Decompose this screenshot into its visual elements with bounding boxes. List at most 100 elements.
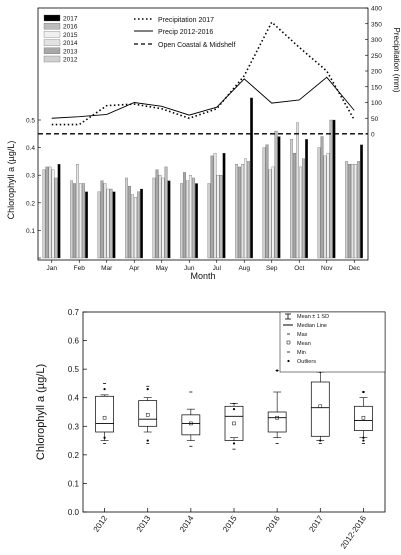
top-y2-tick-label-100: 100 (371, 100, 382, 107)
mean-marker-2013 (145, 413, 150, 417)
line-precipitation-2017 (51, 20, 355, 126)
bottom-x-tick-label-2014: 2014 (178, 514, 196, 534)
bar-2015-Feb (79, 183, 82, 259)
bar-2016-Mar (109, 188, 113, 259)
legend-mean-symbol (286, 340, 291, 345)
top-y2-axis-label: Precipitation (mm) (392, 28, 401, 93)
legend-swatch-2012 (43, 55, 61, 63)
top-x-axis-label: Month (190, 271, 215, 281)
legend-label-precip-2017: Precipitation 2017 (158, 17, 214, 24)
bar-2017-Jul (222, 152, 226, 259)
bottom-y-axis: 0.0 0.1 0.2 0.3 0.4 0.5 0.6 0.7 (68, 308, 87, 517)
bar-2017-Oct (305, 139, 308, 259)
bar-2016-Nov (329, 119, 333, 259)
mean-marker-2012-2016 (361, 415, 366, 420)
bar-2015-Nov (326, 152, 330, 259)
bottom-y-tick-label-0.4: 0.4 (68, 394, 80, 403)
bar-2012-Mar (97, 191, 101, 259)
bar-2015-Mar (106, 188, 110, 259)
outlier-2015-0 (232, 408, 236, 411)
bottom-y-tick-label-0.1: 0.1 (68, 479, 80, 488)
top-y2-tick-label-50: 50 (371, 116, 379, 123)
bottom-x-tick-label-2015: 2015 (221, 514, 239, 534)
bar-2017-Apr (140, 188, 143, 259)
bar-2013-Apr (128, 186, 131, 259)
top-y2-tick-label-350: 350 (371, 21, 382, 28)
bar-2014-Jul (213, 152, 217, 259)
bar-2012-Oct (290, 139, 293, 259)
bar-2016-Jul (219, 175, 223, 259)
line-legend: Precipitation 2017 Precip 2012-2016 Open… (134, 17, 235, 49)
bar-2014-Jun (186, 180, 189, 259)
bar-2013-Aug (238, 166, 241, 259)
bar-2016-Feb (82, 183, 85, 259)
top-x-axis: Jan Feb Mar Apr May Jun Jul Aug Sep Oct Nov Dec (47, 260, 361, 272)
bottom-y-tick-label-0.6: 0.6 (68, 337, 80, 346)
bottom-x-tick-label-2017: 2017 (307, 514, 325, 534)
bar-2017-Sep (277, 136, 281, 259)
bar-2016-May (164, 166, 168, 259)
bar-2015-Aug (244, 158, 247, 259)
bar-2012-Apr (125, 177, 128, 259)
outlier-2012-2016-2 (362, 439, 365, 442)
top-x-tick-label-Jul: Jul (213, 265, 222, 272)
bar-2012-Jun (180, 183, 183, 259)
bottom-y-tick-label-0.3: 0.3 (68, 422, 80, 431)
top-y-axis-label: Chlorophyll a (µg/L) (6, 141, 16, 220)
top-y-axis: 0.1 0.2 0.3 0.4 0.5 (26, 118, 41, 259)
top-y2-tick-label-250: 250 (371, 53, 382, 60)
bar-2017-Jun (195, 183, 198, 259)
box-2016 (267, 411, 287, 433)
bottom-x-tick-label-2012-2016: 2012-2016 (339, 514, 369, 550)
bar-2014-Dec (351, 164, 354, 259)
bottom-y-tick-label-0.0: 0.0 (68, 508, 80, 517)
box-2012-2016 (354, 405, 373, 431)
legend-swatch-2015 (43, 31, 61, 38)
bar-2013-Sep (265, 144, 269, 259)
bar-2016-Apr (137, 191, 140, 259)
top-y-tick-label-0.3: 0.3 (26, 173, 35, 180)
bar-2017-Aug (250, 97, 253, 259)
legend-sd-symbol (285, 313, 291, 320)
bar-2017-Jan (57, 164, 61, 259)
bottom-x-tick-label-2012: 2012 (92, 514, 110, 534)
bar-2013-Nov (320, 136, 324, 259)
bar-2012-Nov (317, 147, 321, 259)
outlier-2017-2 (319, 439, 322, 442)
legend-label-2013: 2013 (63, 48, 78, 55)
bar-2015-Dec (354, 164, 357, 259)
bar-2015-May (161, 177, 165, 259)
bar-2017-Feb (85, 191, 88, 259)
legend-swatch-2017 (43, 14, 61, 22)
legend-label-outliers: Outliers (297, 359, 316, 365)
legend-label-mean-sd: Mean ± 1 SD (297, 314, 329, 320)
legend-swatch-2014 (43, 39, 61, 46)
outlier-2013-1 (146, 439, 149, 442)
bar-2013-Mar (100, 180, 104, 259)
top-y-tick-label-0.2: 0.2 (26, 200, 35, 207)
bottom-y-tick-label-0.5: 0.5 (68, 365, 80, 374)
bar-2015-Sep (271, 166, 275, 259)
legend-label-precip-2012-2016: Precip 2012-2016 (158, 29, 213, 36)
bar-2013-Oct (293, 152, 296, 259)
bar-2014-Nov (323, 155, 327, 259)
bar-2016-Dec (357, 161, 360, 259)
legend-label-2017: 2017 (63, 16, 78, 23)
bar-2017-Dec (360, 144, 363, 259)
outlier-2013-0 (146, 388, 149, 391)
top-x-tick-label-Jun: Jun (184, 265, 195, 272)
bar-2015-Jan (51, 169, 55, 259)
bar-2017-Nov (332, 119, 336, 259)
top-lines (38, 20, 368, 135)
annual-boxplot-chart: 0.00.10.20.30.40.50.60.7 2012 2013 2014 201… (35, 308, 386, 550)
bar-2014-Jan (48, 166, 52, 259)
bar-2012-Aug (235, 164, 238, 259)
bar-2013-May (155, 169, 159, 259)
bar-2014-Apr (131, 194, 134, 259)
bottom-x-axis: 2012 2013 2014 2015 2016 2017 2012-2016 (92, 508, 369, 550)
monthly-chlorophyll-chart: 0.1 0.2 0.3 0.4 0.5 0 50 100 150 200 250 300 350 400… (6, 6, 401, 282)
mean-marker-2015 (232, 421, 236, 426)
top-y2-tick-label-300: 300 (371, 37, 382, 44)
